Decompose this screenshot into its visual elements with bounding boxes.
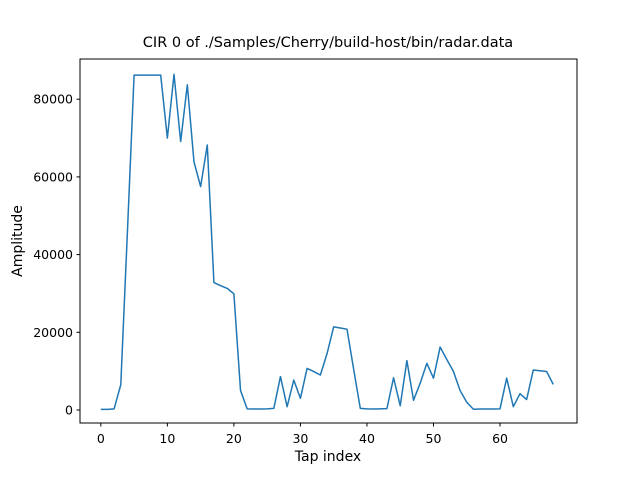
y-tick-label: 60000 <box>33 169 73 184</box>
x-tick-label: 0 <box>97 431 105 446</box>
y-tick-label: 80000 <box>33 92 73 107</box>
x-axis-label: Tap index <box>294 449 361 465</box>
x-tick-label: 50 <box>426 431 442 446</box>
x-tick-label: 20 <box>226 431 242 446</box>
axes-spines <box>79 58 578 424</box>
y-tick-label: 20000 <box>33 325 73 340</box>
x-tick-label: 40 <box>359 431 375 446</box>
y-axis-label: Amplitude <box>10 205 26 277</box>
cir-amplitude-line <box>100 73 554 411</box>
x-tick-label: 30 <box>292 431 308 446</box>
x-tick-label: 60 <box>492 431 508 446</box>
chart-title: CIR 0 of ./Samples/Cherry/build-host/bin… <box>143 35 513 51</box>
y-tick-label: 40000 <box>33 247 73 262</box>
x-tick-label: 10 <box>159 431 175 446</box>
y-tick-label: 0 <box>65 402 73 417</box>
plot-area: 0 10 20 30 40 50 60 0 20000 40000 60000 80000 <box>33 58 578 446</box>
